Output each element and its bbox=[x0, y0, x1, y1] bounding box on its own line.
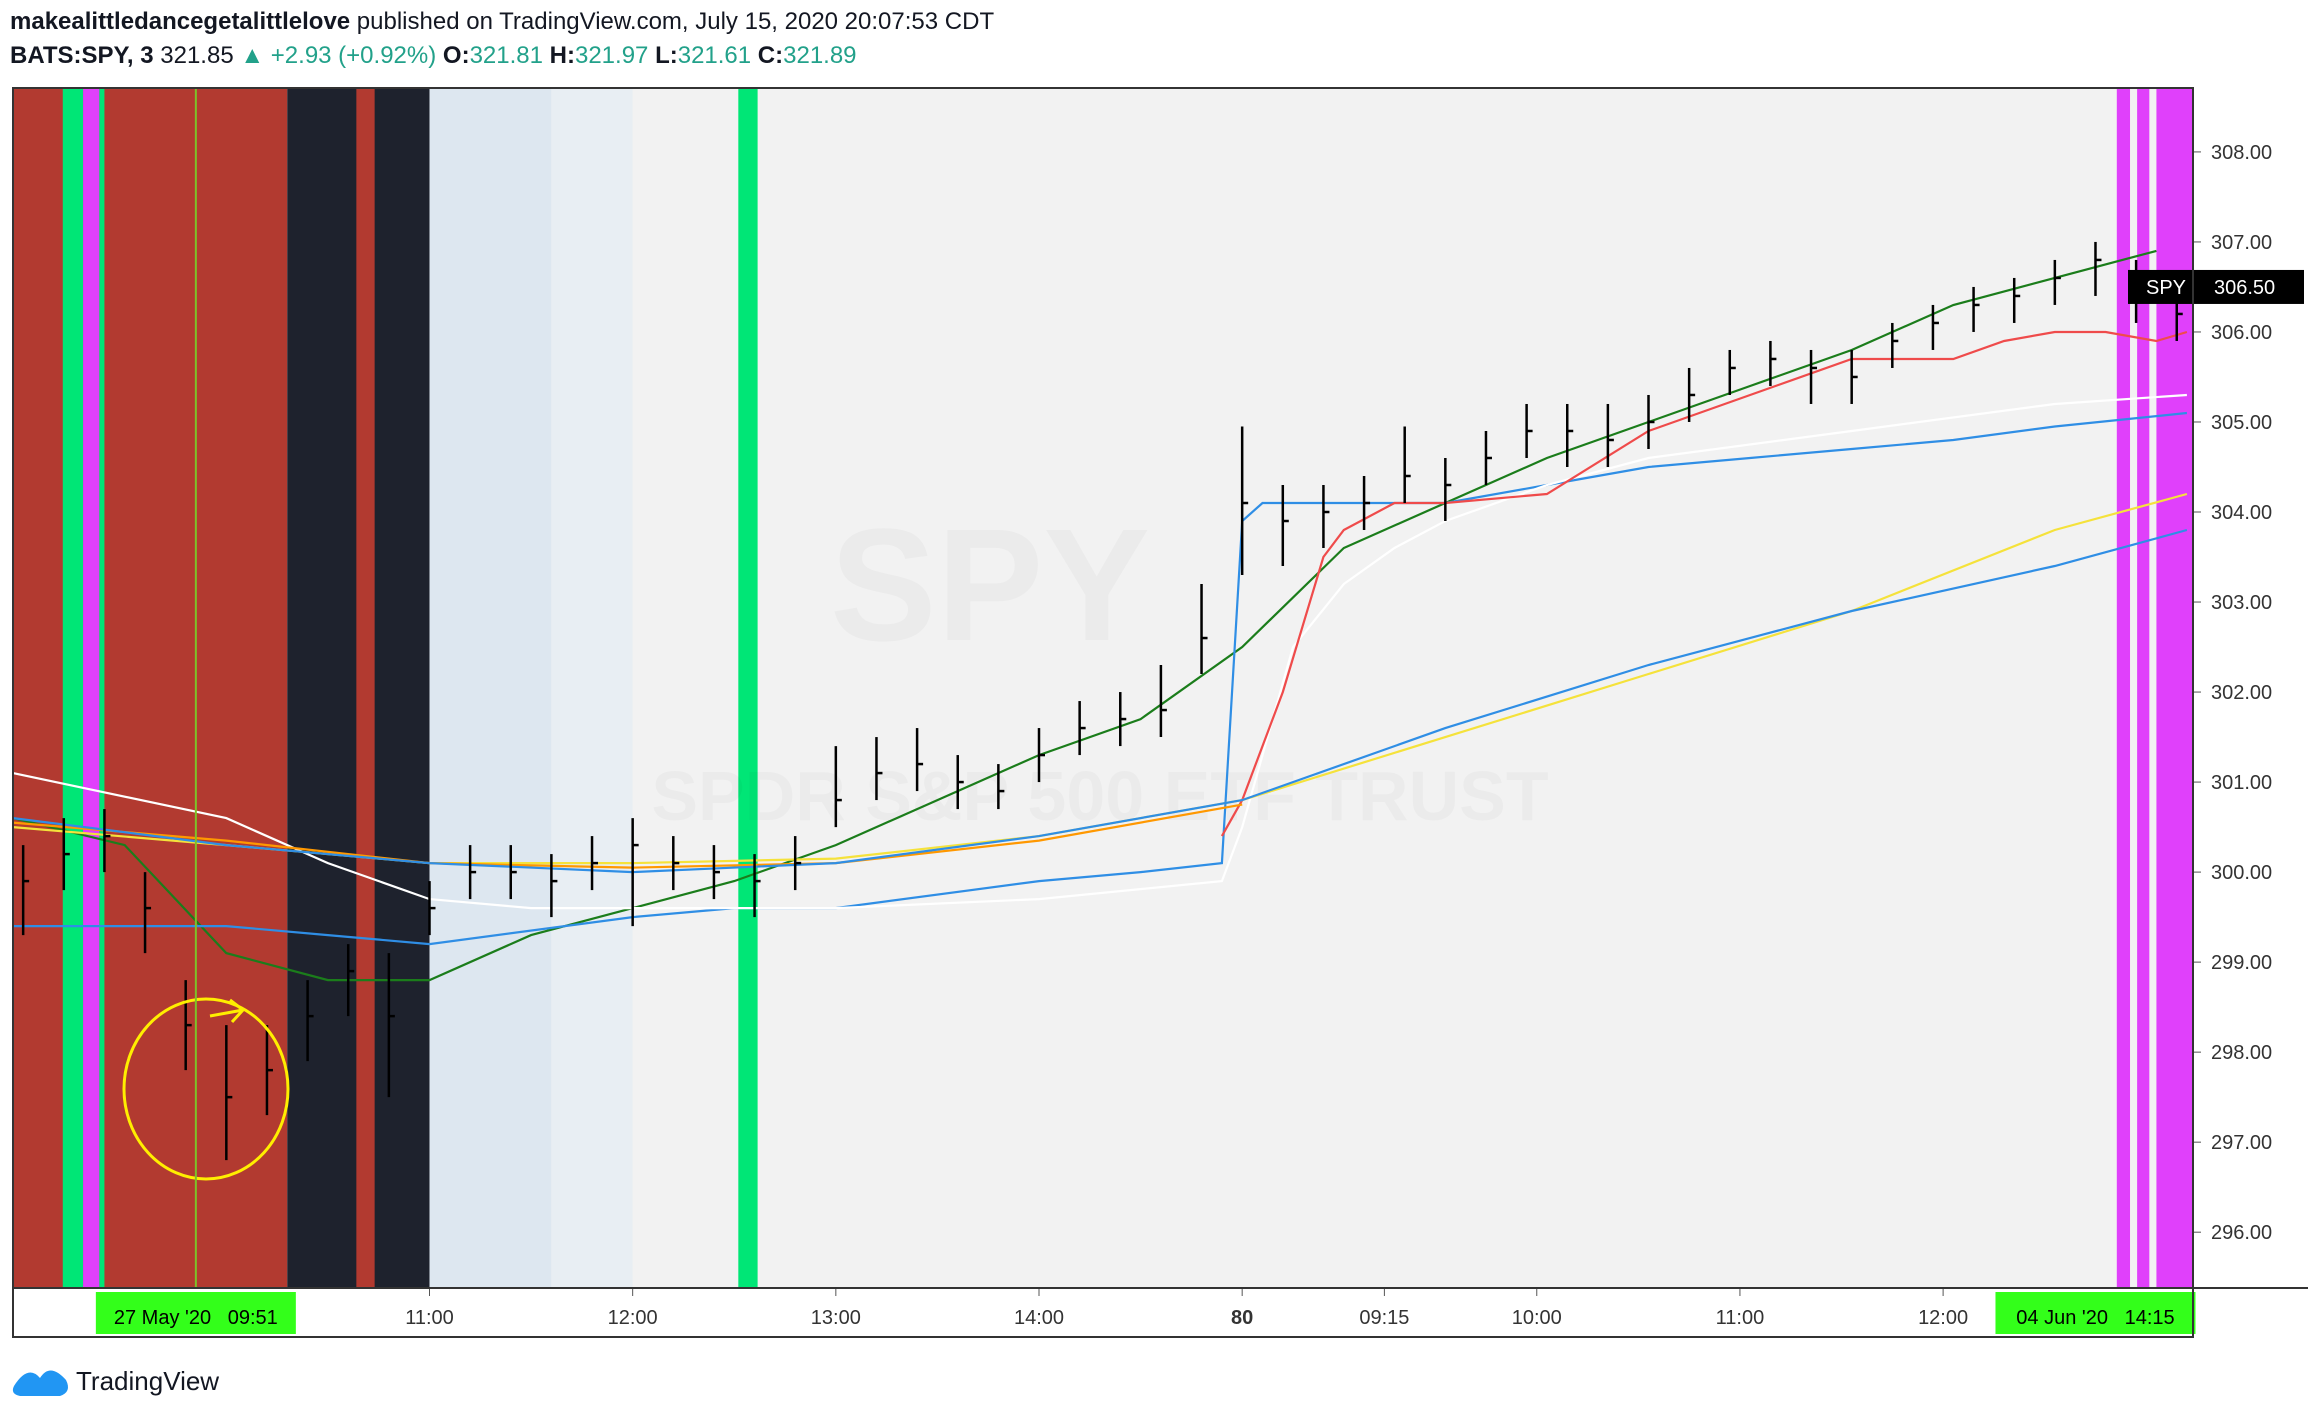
crosshair-label-bg bbox=[95, 1292, 296, 1334]
header-line-1: makealittledancegetalittlelove published… bbox=[10, 8, 994, 36]
price-marker-label: 306.50 bbox=[2214, 277, 2275, 299]
price-marker-bg bbox=[2128, 269, 2304, 304]
band bbox=[99, 88, 105, 1288]
band bbox=[738, 88, 758, 1288]
y-tick-label: 297.00 bbox=[2211, 1132, 2272, 1154]
y-tick-label: 305.00 bbox=[2211, 412, 2272, 434]
y-tick-label: 299.00 bbox=[2211, 952, 2272, 974]
low: 321.61 bbox=[677, 42, 752, 69]
low-label: L: bbox=[655, 42, 678, 69]
y-tick-label: 306.00 bbox=[2211, 322, 2272, 344]
x-tick-label: 12:00 bbox=[1918, 1307, 1968, 1329]
y-tick-label: 300.00 bbox=[2211, 862, 2272, 884]
plot-frame bbox=[12, 87, 2194, 1338]
crosshair-label: 04 Jun '20 14:15 bbox=[2016, 1307, 2174, 1329]
high: 321.97 bbox=[574, 42, 649, 69]
band bbox=[2116, 88, 2131, 1288]
published: published on TradingView.com, July 15, 2… bbox=[350, 8, 995, 35]
close: 321.89 bbox=[783, 42, 857, 69]
x-tick-label: 11:00 bbox=[1716, 1307, 1765, 1329]
watermark-description: SPDR S&P 500 ETF TRUST bbox=[651, 757, 1548, 835]
open-label: O: bbox=[442, 42, 470, 69]
band bbox=[13, 88, 288, 1288]
y-tick-label: 296.00 bbox=[2211, 1222, 2272, 1244]
header-line-2: BATS:SPY, 3 321.85 ▲ +2.93 (+0.92%) O:32… bbox=[10, 42, 857, 70]
symbol: BATS:SPY, 3 bbox=[10, 42, 154, 69]
band bbox=[2156, 88, 2193, 1288]
x-tick-label: 10:00 bbox=[1512, 1307, 1562, 1329]
annotation-circle bbox=[122, 997, 290, 1181]
y-tick-label: 302.00 bbox=[2211, 682, 2272, 704]
indicator-line bbox=[12, 528, 2188, 874]
band bbox=[551, 88, 633, 1288]
y-tick-label: 298.00 bbox=[2211, 1042, 2272, 1064]
y-tick-label: 301.00 bbox=[2211, 772, 2272, 794]
brand[interactable]: TradingView bbox=[10, 1352, 310, 1412]
x-tick-label: 12:00 bbox=[608, 1307, 658, 1329]
arrow: ▲ bbox=[240, 42, 265, 69]
x-tick-label: 80 bbox=[1231, 1307, 1253, 1329]
author: makealittledancegetalittlelove bbox=[10, 8, 351, 35]
close-label: C: bbox=[757, 42, 784, 69]
high-label: H: bbox=[549, 42, 575, 69]
watermark-symbol: SPY bbox=[830, 495, 1150, 674]
chart: SPY SPDR S&P 500 ETF TRUST 296.00 297.00 298… bbox=[12, 87, 2308, 1338]
band bbox=[62, 88, 84, 1288]
open: 321.81 bbox=[469, 42, 543, 69]
y-tick-label: 308.00 bbox=[2211, 142, 2272, 164]
indicator-line bbox=[12, 249, 2157, 982]
crosshair-label: 27 May '20 09:51 bbox=[114, 1307, 278, 1329]
x-tick-label: 14:00 bbox=[1014, 1307, 1064, 1329]
y-tick-label: 303.00 bbox=[2211, 592, 2272, 614]
x-tick-label: 11:00 bbox=[405, 1307, 454, 1329]
y-tick-label: 304.00 bbox=[2211, 502, 2272, 524]
x-tick-label: 13:00 bbox=[811, 1307, 861, 1329]
crosshair-label-bg bbox=[1995, 1292, 2196, 1334]
brand-name: TradingView bbox=[76, 1366, 219, 1396]
brand-logo bbox=[12, 1370, 68, 1396]
band bbox=[356, 88, 375, 1288]
change: +2.93 (+0.92%) bbox=[270, 42, 437, 69]
band bbox=[429, 88, 552, 1288]
y-tick-label: 307.00 bbox=[2211, 232, 2272, 254]
x-tick-label: 09:15 bbox=[1359, 1307, 1409, 1329]
band bbox=[2137, 88, 2150, 1288]
band bbox=[83, 88, 100, 1288]
last: 321.85 bbox=[160, 42, 234, 69]
price-marker-name: SPY bbox=[2146, 277, 2186, 299]
annotation-arrow bbox=[209, 998, 246, 1024]
